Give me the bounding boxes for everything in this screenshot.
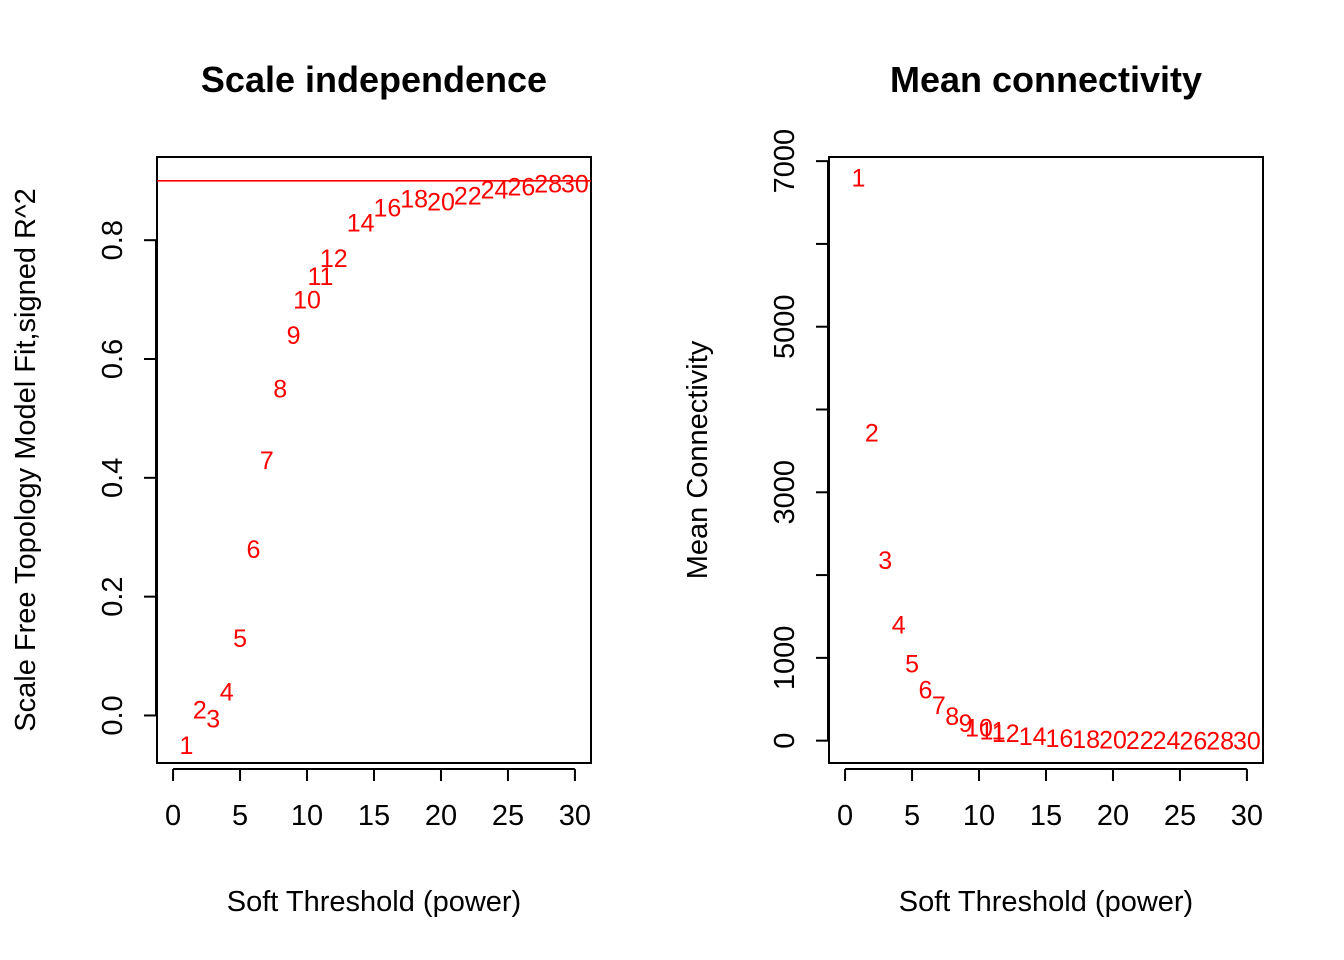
data-point-label: 24 [481,177,509,205]
data-point-label: 1 [180,732,194,760]
data-point-label: 6 [246,536,260,564]
data-point-label: 20 [427,189,455,217]
y-tick-label: 5000 [769,294,801,359]
x-axis-label: Soft Threshold (power) [899,886,1193,918]
x-tick-label: 10 [963,800,995,832]
x-tick-label: 0 [837,800,853,832]
data-point-label: 14 [347,209,375,237]
data-point-label: 5 [905,651,919,679]
x-tick-label: 20 [1097,800,1129,832]
chart-title: Mean connectivity [890,59,1202,100]
data-point-label: 2 [865,420,879,448]
y-tick-label: 3000 [769,460,801,525]
data-point-label: 7 [260,447,274,475]
data-point-label: 9 [287,322,301,350]
x-axis: 0 5 10 15 20 25 30 [165,768,591,832]
data-point-label: 3 [878,547,892,575]
x-tick-label: 25 [1164,800,1196,832]
data-point-label: 28 [534,171,562,199]
data-point-label: 8 [273,376,287,404]
data-point-label: 9 [959,710,973,738]
y-tick-label: 7000 [769,129,801,194]
data-point-label: 14 [1019,723,1047,751]
data-point-label: 10 [965,714,993,742]
data-point-label: 8 [945,703,959,731]
x-tick-label: 15 [358,800,390,832]
x-axis: 0 5 10 15 20 25 30 [837,768,1263,832]
data-point-label: 12 [320,245,348,273]
data-point-label: 16 [373,195,401,223]
x-tick-label: 25 [492,800,524,832]
data-point-label: 6 [918,676,932,704]
x-tick-label: 30 [559,800,591,832]
x-tick-label: 30 [1231,800,1263,832]
data-point-label: 28 [1206,727,1234,755]
data-point-label: 30 [561,171,589,199]
data-point-label: 26 [507,174,535,202]
y-axis: 0.0 0.2 0.4 0.6 0.8 [97,220,157,736]
data-point-label: 24 [1153,727,1181,755]
x-tick-label: 0 [165,800,181,832]
data-point-label: 12 [992,720,1020,748]
y-tick-label: 0.8 [97,220,129,260]
x-tick-label: 5 [904,800,920,832]
y-axis: 0 1000 3000 5000 7000 [769,129,829,749]
x-tick-label: 5 [232,800,248,832]
data-point-label: 4 [892,612,906,640]
x-tick-label: 20 [425,800,457,832]
data-point-label: 11 [979,718,1005,746]
data-point-label: 22 [1126,727,1154,755]
data-point-label: 2 [193,697,207,725]
data-point-label: 18 [400,186,428,214]
data-point-label: 4 [220,679,234,707]
data-point-label: 26 [1179,727,1207,755]
y-axis-label: Mean Connectivity [682,340,714,579]
y-tick-label: 0.2 [97,576,129,616]
data-point-label: 20 [1099,726,1127,754]
mean-connectivity-panel: Mean connectivity Soft Threshold (power)… [682,59,1264,918]
data-point-label: 1 [852,165,866,193]
y-tick-label: 0.6 [97,339,129,379]
y-tick-label: 0.0 [97,695,129,735]
data-point-label: 3 [206,705,220,733]
data-point-label: 11 [307,263,333,291]
plot-frame [156,156,592,764]
data-point-label: 7 [932,692,946,720]
data-point-label: 18 [1072,726,1100,754]
scale-independence-panel: Scale independence Soft Threshold (power… [10,59,592,918]
plot-frame [828,156,1264,764]
data-point-label: 5 [233,625,247,653]
y-tick-label: 1000 [769,626,801,691]
chart-title: Scale independence [201,59,547,100]
x-tick-label: 10 [291,800,323,832]
x-axis-label: Soft Threshold (power) [227,886,521,918]
data-point-label: 30 [1233,727,1261,755]
x-tick-label: 15 [1030,800,1062,832]
data-point-label: 16 [1045,725,1073,753]
y-tick-label: 0.4 [97,458,129,498]
data-point-label: 22 [454,183,482,211]
y-tick-label: 0 [769,733,801,749]
y-axis-label: Scale Free Topology Model Fit,signed R^2 [10,188,42,731]
data-point-label: 10 [293,287,321,315]
